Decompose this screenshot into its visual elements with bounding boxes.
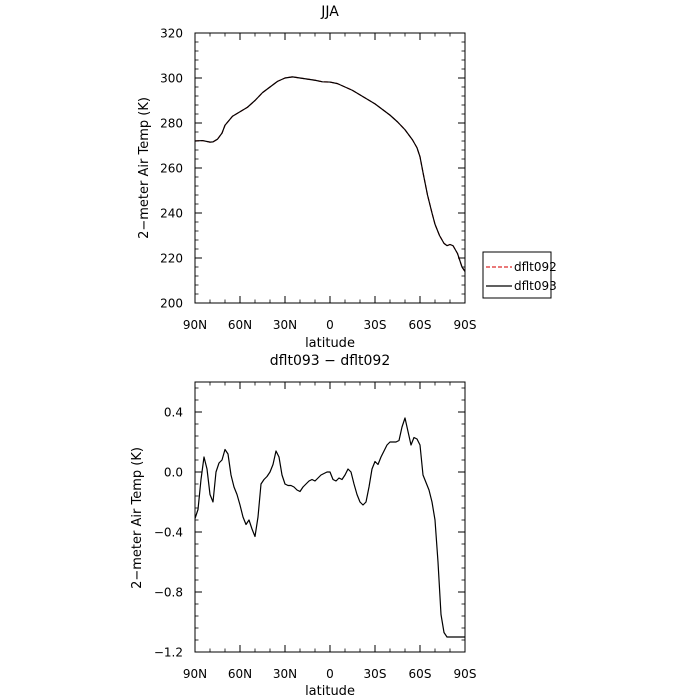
bottom-xlabel: latitude: [305, 684, 355, 699]
bot-ytick-label: −0.8: [154, 586, 183, 600]
top-xtick-label: 90N: [183, 318, 207, 332]
top-xtick-label: 60S: [409, 318, 432, 332]
bottom-ylabel: 2−meter Air Temp (K): [130, 447, 145, 589]
top-xlabel: latitude: [305, 336, 355, 351]
bot-xtick-label: 60N: [228, 667, 252, 681]
top-series-group: [194, 76, 466, 272]
bot-ytick-label: 0.4: [164, 406, 183, 420]
top-series-line-dflt092: [194, 76, 466, 272]
top-xtick-label: 60N: [228, 318, 252, 332]
bot-xtick-label: 90N: [183, 667, 207, 681]
bottom-y-tick-labels: −1.2 −0.8 −0.4 0.0 0.4: [154, 406, 183, 660]
bot-xtick-label: 60S: [409, 667, 432, 681]
legend-label-dflt092: dflt092: [514, 260, 557, 274]
legend: dflt092 dflt093: [482, 251, 557, 299]
top-ytick-label: 320: [160, 27, 183, 41]
bot-xtick-label: 0: [326, 667, 334, 681]
top-plot-frame: [194, 32, 466, 304]
top-ytick-label: 280: [160, 117, 183, 131]
legend-label-dflt093: dflt093: [514, 279, 557, 293]
top-xtick-label: 0: [326, 318, 334, 332]
bot-series-line-s0: [194, 417, 465, 638]
bot-xtick-label: 30N: [273, 667, 297, 681]
top-xtick-label: 30N: [273, 318, 297, 332]
bot-xtick-label: 90S: [454, 667, 477, 681]
bot-ytick-label: −1.2: [154, 646, 183, 660]
top-x-tick-labels: 90N 60N 30N 0 30S 60S 90S: [183, 318, 477, 332]
top-title: JJA: [320, 4, 339, 20]
top-panel: JJA 2−meter Air Temp (K) latitude 200 220…: [137, 4, 557, 351]
top-ylabel: 2−meter Air Temp (K): [137, 97, 152, 239]
bottom-x-tick-labels: 90N 60N 30N 0 30S 60S 90S: [183, 667, 477, 681]
top-ytick-label: 220: [160, 252, 183, 266]
bottom-plot-frame: [194, 381, 466, 653]
bottom-title: dflt093 − dflt092: [270, 353, 390, 369]
top-ytick-label: 260: [160, 162, 183, 176]
top-series-line-dflt093: [194, 76, 466, 272]
top-ytick-label: 240: [160, 207, 183, 221]
top-xtick-label: 90S: [454, 318, 477, 332]
top-y-tick-labels: 200 220 240 260 280 300 320: [160, 27, 183, 311]
bot-ytick-label: −0.4: [154, 526, 183, 540]
bottom-series-group: [194, 417, 465, 638]
top-ytick-label: 300: [160, 72, 183, 86]
bot-xtick-label: 30S: [364, 667, 387, 681]
bottom-panel: dflt093 − dflt092 2−meter Air Temp (K) l…: [130, 353, 476, 699]
bottom-tick-marks: [194, 382, 466, 653]
bot-ytick-label: 0.0: [164, 466, 183, 480]
legend-box: [482, 251, 552, 299]
top-xtick-label: 30S: [364, 318, 387, 332]
top-ytick-label: 200: [160, 297, 183, 311]
top-tick-marks: [194, 32, 466, 304]
